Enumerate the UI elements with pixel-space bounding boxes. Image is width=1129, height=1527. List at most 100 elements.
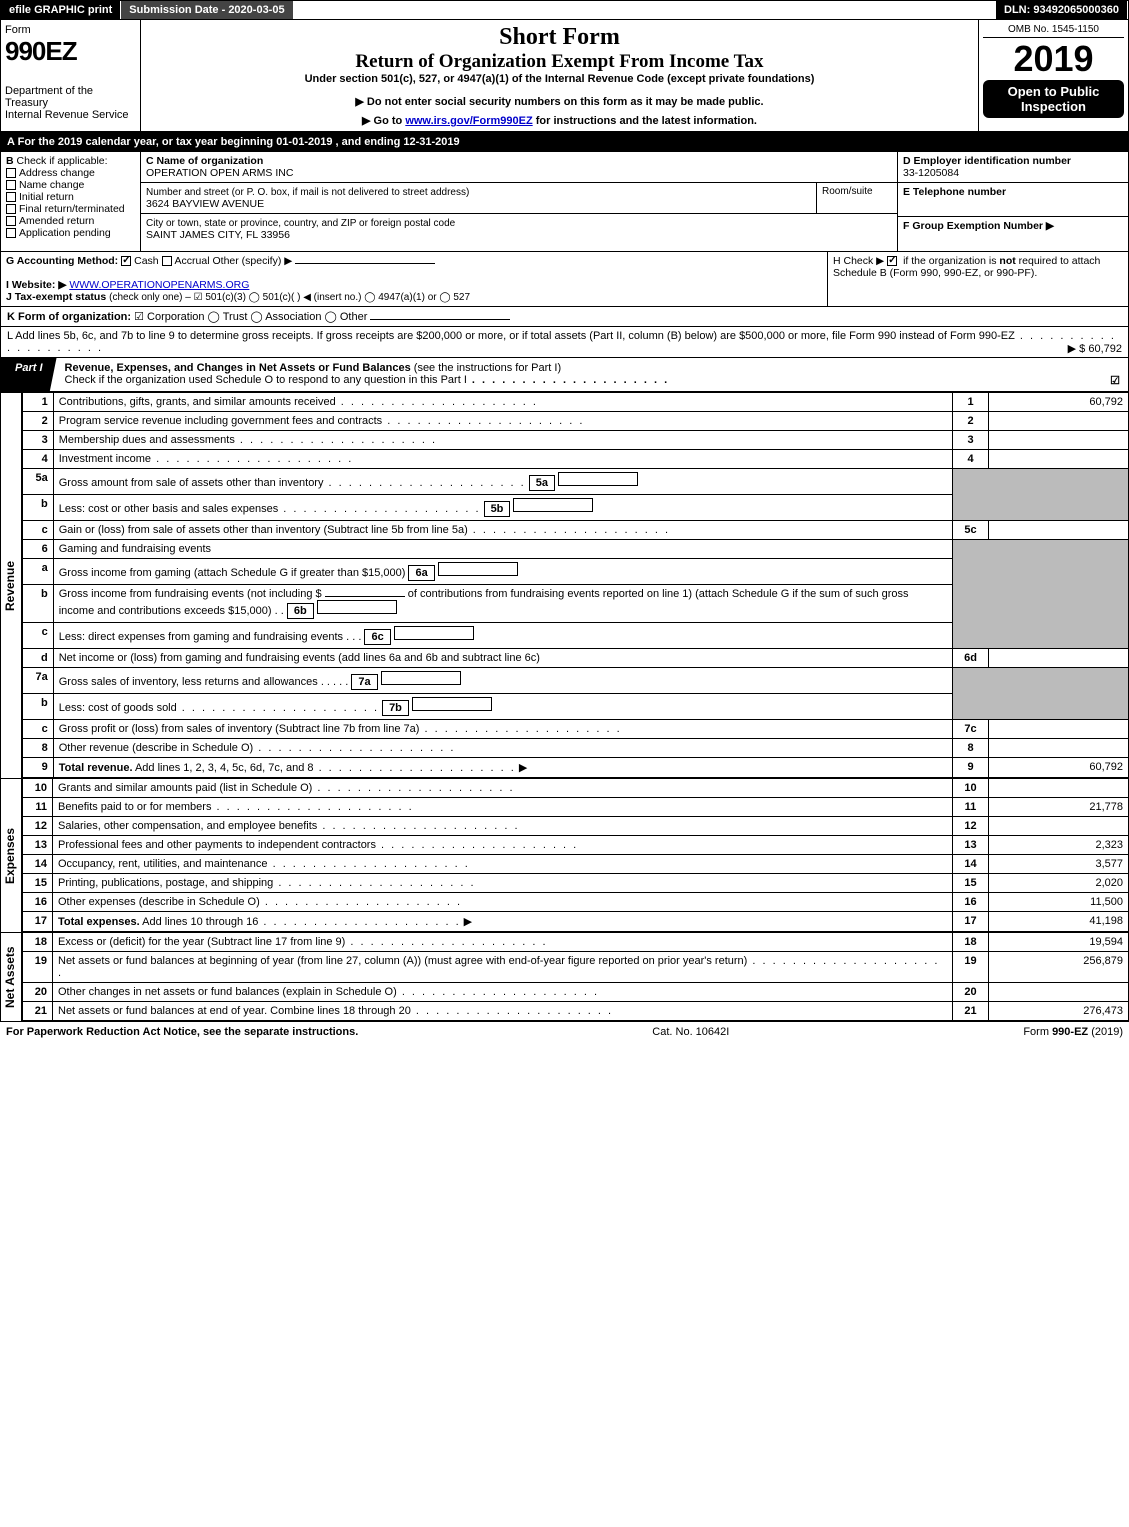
line-9-desc2: Add lines 1, 2, 3, 4, 5c, 6d, 7c, and 8: [133, 762, 314, 774]
line-6a-desc: Gross income from gaming (attach Schedul…: [59, 567, 406, 579]
line-5c-desc: Gain or (loss) from sale of assets other…: [59, 524, 468, 536]
open-to-public: Open to Public Inspection: [983, 80, 1124, 118]
h-not: not: [999, 255, 1015, 267]
b-opt-3[interactable]: Final return/terminated: [19, 203, 125, 215]
line-20-desc: Other changes in net assets or fund bala…: [58, 986, 397, 998]
b-opt-2[interactable]: Initial return: [19, 191, 74, 203]
part1-title: Revenue, Expenses, and Changes in Net As…: [65, 362, 411, 374]
line-3: 3Membership dues and assessments3: [23, 431, 1129, 450]
line-14-desc: Occupancy, rent, utilities, and maintena…: [58, 858, 268, 870]
line-11: 11Benefits paid to or for members1121,77…: [23, 798, 1129, 817]
part1-checkmark[interactable]: ☑: [1110, 374, 1120, 387]
line-8: 8Other revenue (describe in Schedule O)8: [23, 739, 1129, 758]
line-13: 13Professional fees and other payments t…: [23, 836, 1129, 855]
goto-post: for instructions and the latest informat…: [533, 115, 757, 127]
line-1-desc: Contributions, gifts, grants, and simila…: [59, 396, 336, 408]
i-label: I Website: ▶: [6, 279, 66, 291]
h-text1: H Check ▶: [833, 255, 887, 267]
website-link[interactable]: WWW.OPERATIONOPENARMS.ORG: [69, 279, 249, 291]
k-options: ☑ Corporation ◯ Trust ◯ Association ◯ Ot…: [134, 311, 367, 323]
l-row: L Add lines 5b, 6c, and 7b to line 9 to …: [0, 327, 1129, 358]
part1-tab: Part I: [1, 358, 57, 391]
form-word: Form: [5, 24, 136, 36]
line-16: 16Other expenses (describe in Schedule O…: [23, 893, 1129, 912]
part1-header: Part I Revenue, Expenses, and Changes in…: [0, 358, 1129, 392]
line-12: 12Salaries, other compensation, and empl…: [23, 817, 1129, 836]
line-6d: dNet income or (loss) from gaming and fu…: [23, 649, 1129, 668]
line-13-desc: Professional fees and other payments to …: [58, 839, 376, 851]
c-label: C Name of organization: [146, 155, 263, 167]
g-cash-check[interactable]: [121, 256, 131, 266]
netassets-section: Net Assets 18Excess or (deficit) for the…: [0, 932, 1129, 1021]
form-header: Form 990EZ Department of the Treasury In…: [0, 20, 1129, 132]
d-label: D Employer identification number: [903, 155, 1071, 167]
line-2-desc: Program service revenue including govern…: [59, 415, 382, 427]
line-6c-desc: Less: direct expenses from gaming and fu…: [59, 631, 343, 643]
under-section: Under section 501(c), 527, or 4947(a)(1)…: [145, 73, 974, 85]
line-7a: 7aGross sales of inventory, less returns…: [23, 668, 1129, 694]
ein: 33-1205084: [903, 167, 959, 179]
goto-line: ▶ Go to www.irs.gov/Form990EZ for instru…: [145, 114, 974, 127]
l-text: L Add lines 5b, 6c, and 7b to line 9 to …: [7, 330, 1015, 342]
ssn-warning: ▶ Do not enter social security numbers o…: [145, 95, 974, 108]
line-15-desc: Printing, publications, postage, and shi…: [58, 877, 273, 889]
line-20: 20Other changes in net assets or fund ba…: [23, 983, 1129, 1002]
k-row: K Form of organization: ☑ Corporation ◯ …: [0, 307, 1129, 327]
g-other: Other (specify) ▶: [212, 255, 292, 267]
line-14: 14Occupancy, rent, utilities, and mainte…: [23, 855, 1129, 874]
line-a-text: For the 2019 calendar year, or tax year …: [18, 136, 460, 148]
irs-label: Internal Revenue Service: [5, 109, 136, 121]
efile-button[interactable]: efile GRAPHIC print: [1, 1, 121, 19]
tax-year: 2019: [983, 38, 1124, 80]
b-opt-1[interactable]: Name change: [19, 179, 84, 191]
line-16-desc: Other expenses (describe in Schedule O): [58, 896, 260, 908]
page-footer: For Paperwork Reduction Act Notice, see …: [0, 1021, 1129, 1042]
line-19-desc: Net assets or fund balances at beginning…: [58, 955, 747, 967]
entity-block: B Check if applicable: Address change Na…: [0, 152, 1129, 252]
part1-title2: (see the instructions for Part I): [414, 362, 561, 374]
g-label: G Accounting Method:: [6, 255, 118, 267]
revenue-label: Revenue: [0, 392, 22, 778]
line-10-desc: Grants and similar amounts paid (list in…: [58, 782, 312, 794]
b-label: B: [6, 155, 14, 167]
dln: DLN: 93492065000360: [996, 1, 1128, 19]
line-7b-desc: Less: cost of goods sold: [59, 702, 177, 714]
footer-cat: Cat. No. 10642I: [652, 1026, 729, 1038]
l-amount: ▶ $ 60,792: [1068, 342, 1122, 355]
dept-treasury: Department of the Treasury: [5, 85, 136, 109]
k-label: K Form of organization:: [7, 311, 131, 323]
form-number: 990EZ: [5, 36, 136, 67]
b-opt-4[interactable]: Amended return: [19, 215, 94, 227]
b-opt-5[interactable]: Application pending: [19, 227, 111, 239]
street-label: Number and street (or P. O. box, if mail…: [146, 187, 469, 198]
g-accrual-check[interactable]: [162, 256, 172, 266]
line-9-desc: Total revenue.: [59, 762, 133, 774]
line-18-desc: Excess or (deficit) for the year (Subtra…: [58, 936, 345, 948]
e-label: E Telephone number: [903, 186, 1006, 198]
goto-pre: ▶ Go to: [362, 115, 405, 127]
room-suite-label: Room/suite: [817, 183, 897, 213]
submission-date: Submission Date - 2020-03-05: [121, 1, 293, 19]
line-17-desc: Total expenses.: [58, 916, 140, 928]
j-label: J Tax-exempt status: [6, 291, 106, 303]
line-8-desc: Other revenue (describe in Schedule O): [59, 742, 253, 754]
j-options: (check only one) – ☑ 501(c)(3) ◯ 501(c)(…: [109, 292, 470, 303]
line-17-desc2: Add lines 10 through 16: [140, 916, 259, 928]
line-2: 2Program service revenue including gover…: [23, 412, 1129, 431]
line-5a: 5aGross amount from sale of assets other…: [23, 469, 1129, 495]
line-9: 9Total revenue. Add lines 1, 2, 3, 4, 5c…: [23, 758, 1129, 778]
line-3-desc: Membership dues and assessments: [59, 434, 235, 446]
line-21: 21Net assets or fund balances at end of …: [23, 1002, 1129, 1021]
footer-right: Form 990-EZ (2019): [1023, 1026, 1123, 1038]
irs-link[interactable]: www.irs.gov/Form990EZ: [405, 115, 532, 127]
line-12-desc: Salaries, other compensation, and employ…: [58, 820, 317, 832]
line-6: 6Gaming and fundraising events: [23, 540, 1129, 559]
line-10: 10Grants and similar amounts paid (list …: [23, 779, 1129, 798]
f-label: F Group Exemption Number ▶: [903, 220, 1054, 232]
line-17: 17Total expenses. Add lines 10 through 1…: [23, 912, 1129, 932]
b-check-if: Check if applicable:: [17, 155, 108, 167]
omb-number: OMB No. 1545-1150: [983, 24, 1124, 38]
b-opt-0[interactable]: Address change: [19, 167, 95, 179]
h-checkbox[interactable]: [887, 256, 897, 266]
line-4: 4Investment income4: [23, 450, 1129, 469]
